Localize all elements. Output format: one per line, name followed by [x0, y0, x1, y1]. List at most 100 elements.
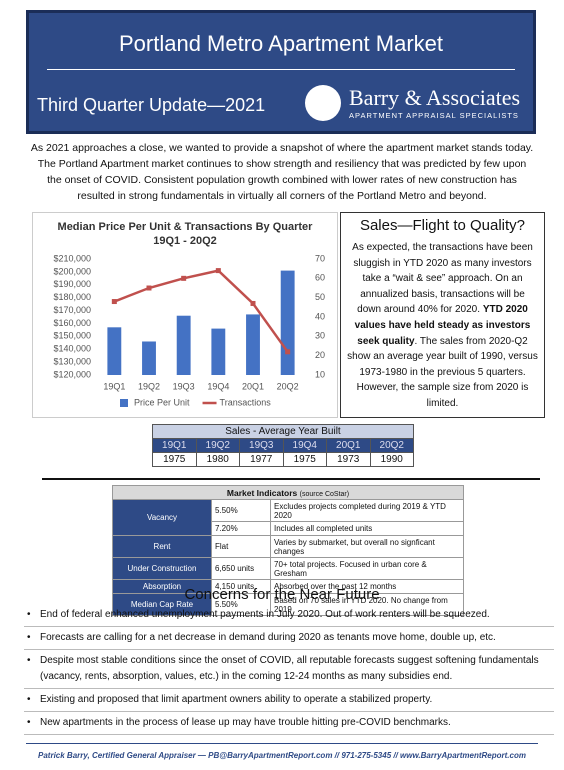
header-cell: 20Q1 — [326, 438, 371, 453]
header-cell: 19Q1 — [152, 438, 197, 453]
x-tick-label: 19Q4 — [207, 381, 229, 391]
divider — [42, 478, 540, 480]
bar — [176, 315, 191, 375]
row: Absorption 4,150 units Absorbed over the p… — [112, 579, 464, 594]
y2-tick-label: 30 — [315, 331, 325, 341]
bullet-item: Despite most stable conditions since the… — [24, 650, 554, 689]
value-cell: 5.50% — [211, 499, 271, 522]
marker — [181, 275, 187, 281]
marker — [111, 299, 117, 305]
line — [113, 269, 289, 353]
legend-label: Price Per Unit — [134, 397, 190, 407]
value-cell: Flat — [211, 535, 271, 558]
logo-icon — [305, 85, 341, 121]
sidebar: Sales—Flight to Quality? As expected, th… — [340, 212, 545, 418]
cell: 1977 — [239, 452, 284, 467]
header-cell: 20Q2 — [369, 438, 414, 453]
bar — [142, 341, 156, 375]
table-title: Market Indicators (source CoStar) — [112, 485, 464, 500]
y2-tick-label: 70 — [315, 253, 325, 263]
y-tick-label: $150,000 — [53, 331, 91, 341]
bullet-item: End of federal enhanced unemployment pay… — [24, 604, 554, 627]
logo-name: Barry & Associates — [349, 85, 521, 110]
bullet-item: Forecasts are calling for a net decrease… — [24, 627, 554, 650]
y2-tick-label: 40 — [315, 311, 325, 321]
header-cell: 19Q4 — [282, 438, 327, 453]
x-tick-label: 19Q1 — [103, 381, 125, 391]
y-tick-label: $170,000 — [53, 305, 91, 315]
y2-tick-label: 50 — [315, 292, 325, 302]
value-cell: 6,650 units — [211, 557, 271, 580]
row-label: Vacancy — [112, 499, 212, 536]
y2-tick-label: 60 — [315, 273, 325, 283]
chart-frame: Median Price Per Unit & Transactions By … — [32, 212, 338, 418]
intro: As 2021 approaches a close, we wanted to… — [30, 142, 534, 202]
row: Rent Flat Varies by submarket, but overall… — [112, 535, 464, 558]
row-label: Under Construction — [112, 557, 212, 580]
concerns-list: End of federal enhanced unemployment pay… — [24, 604, 554, 735]
header-cell: 19Q2 — [195, 438, 240, 453]
cell: 1973 — [326, 452, 371, 467]
note-cell: Includes all completed units — [270, 521, 464, 536]
legend-swatch — [120, 399, 128, 407]
value-cell: 7.20% — [211, 521, 271, 536]
x-tick-label: 19Q3 — [173, 381, 195, 391]
bold-text: YTD 2020 values have held steady as inve… — [354, 304, 531, 347]
marker — [250, 300, 256, 306]
table-title: Sales - Average Year Built — [152, 424, 414, 439]
text: . The sales from 2020-Q2 show an average… — [347, 335, 538, 409]
marker — [215, 268, 221, 274]
market-indicators-table: Market Indicators (source CoStar) Vacanc… — [112, 485, 464, 616]
row: Under Construction 6,650 units 70+ total p… — [112, 557, 464, 580]
footer: Patrick Barry, Certified General Apprais… — [38, 751, 526, 760]
sidebar-text: As expected, the transactions have been … — [347, 240, 538, 412]
row: Vacancy 5.50% Excludes projects completed … — [112, 499, 464, 536]
marker — [285, 349, 291, 355]
y-tick-label: $160,000 — [53, 318, 91, 328]
cell: 1975 — [282, 452, 327, 467]
chart-title: Median Price Per Unit & Transactions By … — [58, 221, 314, 233]
legend-label: Transactions — [220, 397, 272, 407]
marker — [146, 285, 152, 291]
concerns-heading: Concerns for the Near Future — [184, 586, 380, 603]
header-cell: 19Q3 — [239, 438, 284, 453]
bar — [107, 327, 122, 375]
x-tick-label: 19Q2 — [138, 381, 160, 391]
bar — [246, 314, 260, 375]
y-tick-label: $140,000 — [53, 344, 91, 354]
bullet-item: Existing and proposed that limit apartme… — [24, 689, 554, 712]
cell: 1980 — [195, 452, 240, 467]
chart-subtitle: 19Q1 - 20Q2 — [153, 235, 217, 247]
subtitle: Third Quarter Update—2021 — [37, 95, 266, 115]
source: (source CoStar) — [299, 490, 350, 498]
rule — [26, 743, 538, 744]
note-cell: 70+ total projects. Focused in urban cor… — [270, 557, 464, 580]
row-label: Rent — [112, 535, 212, 558]
y-tick-label: $210,000 — [53, 253, 91, 263]
row-label: Absorption — [112, 579, 212, 594]
note-cell: Varies by submarket, but overall no sign… — [270, 535, 464, 558]
bar — [211, 328, 226, 375]
title: Market Indicators — [226, 487, 298, 498]
cell: 1975 — [152, 452, 197, 467]
y-tick-label: $190,000 — [53, 279, 91, 289]
y2-tick-label: 10 — [315, 369, 325, 379]
y-tick-label: $200,000 — [53, 266, 91, 276]
note-cell: Excludes projects completed during 2019 … — [270, 499, 464, 522]
y-tick-label: $120,000 — [53, 369, 91, 379]
y2-tick-label: 20 — [315, 350, 325, 360]
cell: 1990 — [369, 452, 414, 467]
x-tick-label: 20Q2 — [277, 381, 299, 391]
sidebar-heading: Sales—Flight to Quality? — [359, 217, 526, 234]
year-built-table: Sales - Average Year Built 19Q1 19Q2 19Q3 1… — [152, 424, 414, 467]
bar — [280, 270, 295, 375]
y-tick-label: $130,000 — [53, 356, 91, 366]
title: Portland Metro Apartment Market — [118, 31, 444, 56]
text: As expected, the transactions have been … — [352, 242, 533, 316]
bullet-item: New apartments in the process of lease u… — [24, 712, 554, 735]
x-tick-label: 20Q1 — [242, 381, 264, 391]
chart: Median Price Per Unit & Transactions By … — [53, 221, 325, 407]
logo-tagline: APARTMENT APPRAISAL SPECIALISTS — [349, 111, 519, 120]
y-tick-label: $180,000 — [53, 292, 91, 302]
